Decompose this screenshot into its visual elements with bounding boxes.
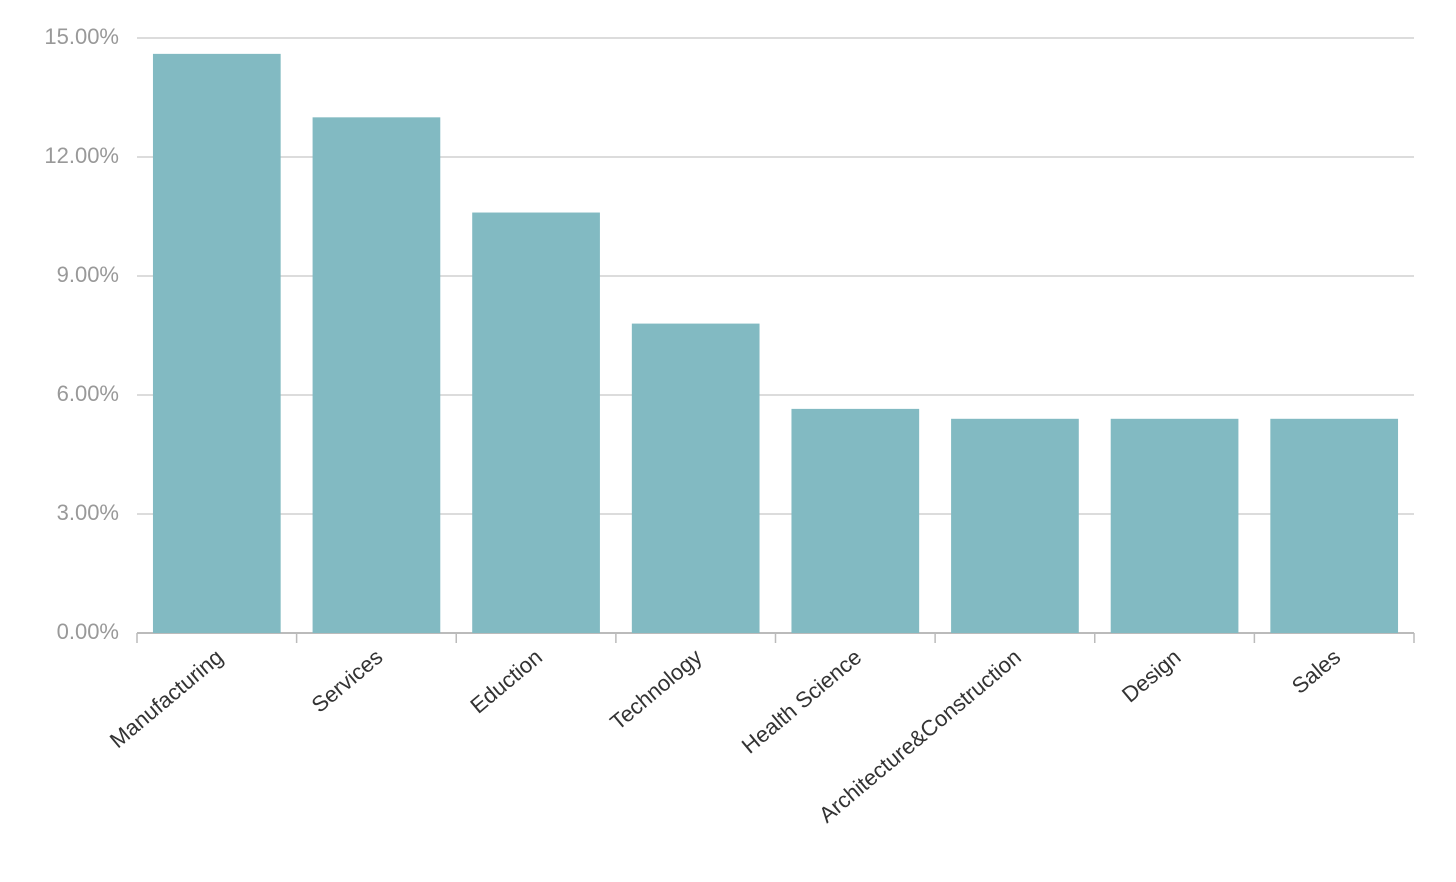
bar	[631, 323, 760, 633]
x-tick-label: Services	[307, 644, 388, 717]
bar	[152, 53, 281, 634]
x-tick-label: Sales	[1287, 644, 1345, 699]
bar	[791, 408, 920, 633]
y-tick-label: 6.00%	[57, 381, 119, 406]
y-tick-label: 15.00%	[44, 24, 119, 49]
x-tick-label: Design	[1117, 644, 1186, 707]
x-tick-label: Eduction	[465, 644, 547, 718]
bar	[312, 117, 441, 634]
y-tick-label: 0.00%	[57, 619, 119, 644]
x-tick-label: Health Science	[737, 644, 866, 758]
bar	[472, 212, 600, 634]
x-tick-label: Technology	[605, 644, 706, 735]
bar	[1270, 418, 1399, 633]
y-tick-label: 12.00%	[44, 143, 119, 168]
y-tick-label: 9.00%	[57, 262, 119, 287]
bar	[1110, 418, 1239, 633]
x-tick-label: Manufacturing	[105, 644, 228, 753]
y-tick-label: 3.00%	[57, 500, 119, 525]
bar	[951, 418, 1079, 633]
